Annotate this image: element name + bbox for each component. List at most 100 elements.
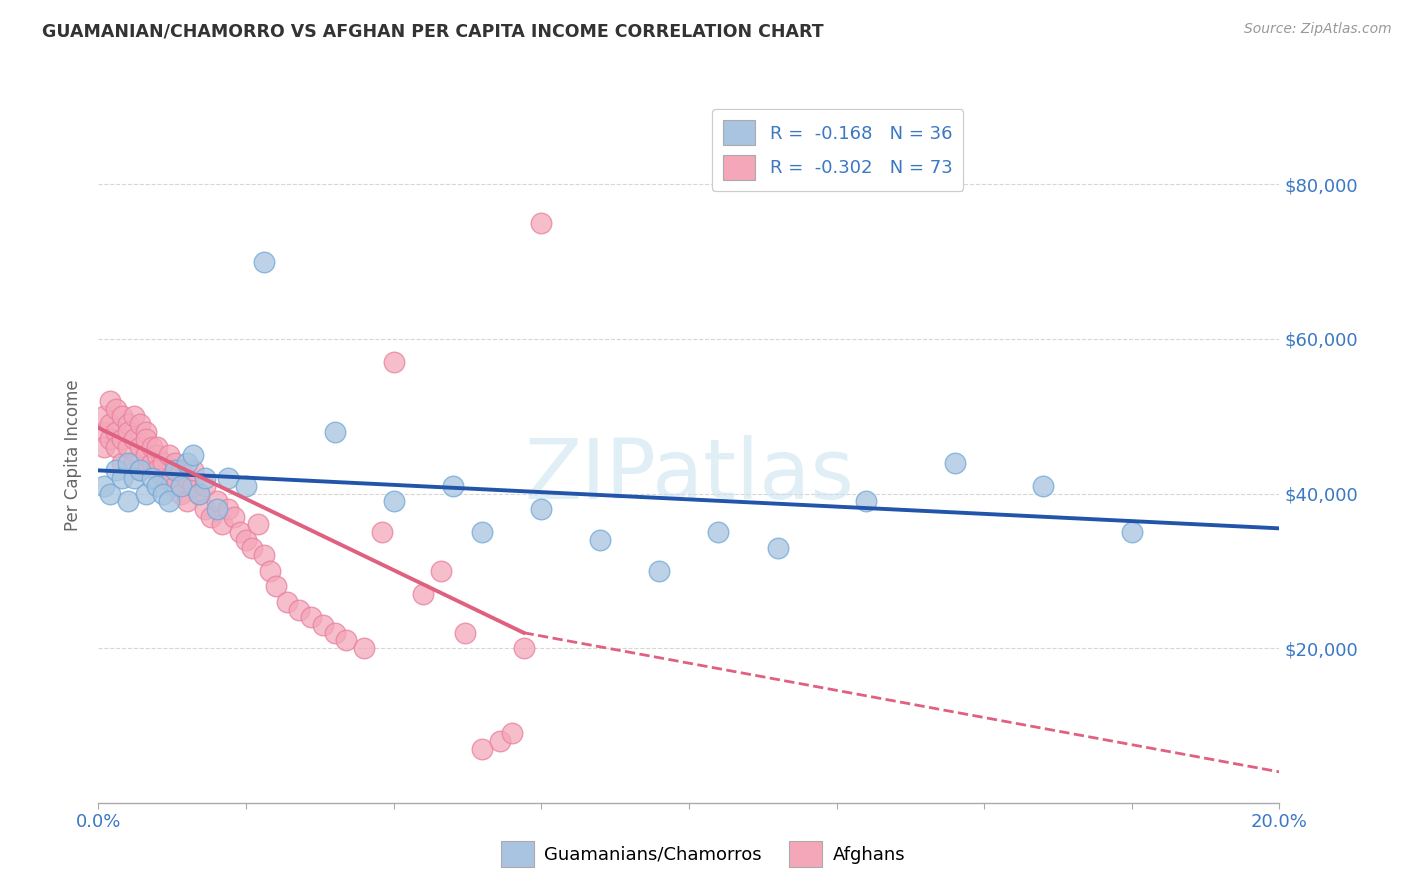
Text: ZIPatlas: ZIPatlas [524, 435, 853, 516]
Point [441, 479, 464, 493]
Point [235, 533, 257, 547]
Point [371, 525, 394, 540]
Point [135, 425, 157, 439]
Point [128, 440, 150, 454]
Point [93, 440, 115, 454]
Point [205, 494, 228, 508]
Point [165, 463, 187, 477]
Point [382, 494, 405, 508]
Point [146, 479, 169, 493]
Point [135, 433, 157, 447]
Point [98, 393, 121, 408]
Point [200, 509, 222, 524]
Point [246, 517, 269, 532]
Point [217, 471, 239, 485]
Point [141, 471, 163, 485]
Point [211, 517, 233, 532]
Point [135, 448, 157, 462]
Point [176, 471, 198, 485]
Point [117, 440, 139, 454]
Point [128, 463, 150, 477]
Point [128, 417, 150, 431]
Point [105, 440, 128, 454]
Point [93, 479, 115, 493]
Point [170, 479, 193, 493]
Point [165, 479, 187, 493]
Point [93, 409, 115, 424]
Point [141, 440, 163, 454]
Point [299, 610, 322, 624]
Point [430, 564, 453, 578]
Point [471, 525, 494, 540]
Point [353, 641, 375, 656]
Point [98, 433, 121, 447]
Point [105, 401, 128, 416]
Point [93, 425, 115, 439]
Point [229, 525, 252, 540]
Point [530, 216, 553, 230]
Point [382, 355, 405, 369]
Point [152, 486, 174, 500]
Point [240, 541, 263, 555]
Legend: Guamanians/Chamorros, Afghans: Guamanians/Chamorros, Afghans [494, 834, 912, 874]
Point [117, 425, 139, 439]
Point [146, 463, 169, 477]
Point [141, 456, 163, 470]
Point [181, 479, 204, 493]
Point [323, 625, 346, 640]
Text: Source: ZipAtlas.com: Source: ZipAtlas.com [1244, 22, 1392, 37]
Point [146, 440, 169, 454]
Point [323, 425, 346, 439]
Legend: R =  -0.168   N = 36, R =  -0.302   N = 73: R = -0.168 N = 36, R = -0.302 N = 73 [711, 109, 963, 191]
Point [259, 564, 281, 578]
Point [217, 502, 239, 516]
Point [707, 525, 730, 540]
Point [98, 417, 121, 431]
Point [943, 456, 966, 470]
Point [501, 726, 523, 740]
Point [530, 502, 553, 516]
Point [157, 494, 180, 508]
Point [165, 456, 187, 470]
Text: GUAMANIAN/CHAMORRO VS AFGHAN PER CAPITA INCOME CORRELATION CHART: GUAMANIAN/CHAMORRO VS AFGHAN PER CAPITA … [42, 22, 824, 40]
Point [589, 533, 612, 547]
Point [152, 456, 174, 470]
Point [128, 463, 150, 477]
Point [489, 734, 512, 748]
Point [194, 502, 217, 516]
Point [117, 456, 139, 470]
Point [312, 618, 335, 632]
Point [194, 471, 217, 485]
Point [105, 425, 128, 439]
Point [105, 463, 128, 477]
Y-axis label: Per Capita Income: Per Capita Income [65, 379, 83, 531]
Point [98, 486, 121, 500]
Point [471, 741, 494, 756]
Point [235, 479, 257, 493]
Point [855, 494, 877, 508]
Point [187, 486, 209, 500]
Point [187, 486, 209, 500]
Point [205, 502, 228, 516]
Point [453, 625, 475, 640]
Point [122, 471, 145, 485]
Point [170, 486, 193, 500]
Point [122, 456, 145, 470]
Point [117, 494, 139, 508]
Point [276, 595, 298, 609]
Point [224, 509, 246, 524]
Point [117, 417, 139, 431]
Point [111, 433, 134, 447]
Point [335, 633, 357, 648]
Point [170, 463, 193, 477]
Point [111, 409, 134, 424]
Point [152, 471, 174, 485]
Point [157, 471, 180, 485]
Point [111, 471, 134, 485]
Point [288, 602, 311, 616]
Point [157, 448, 180, 462]
Point [253, 549, 276, 563]
Point [181, 463, 204, 477]
Point [412, 587, 434, 601]
Point [1032, 479, 1054, 493]
